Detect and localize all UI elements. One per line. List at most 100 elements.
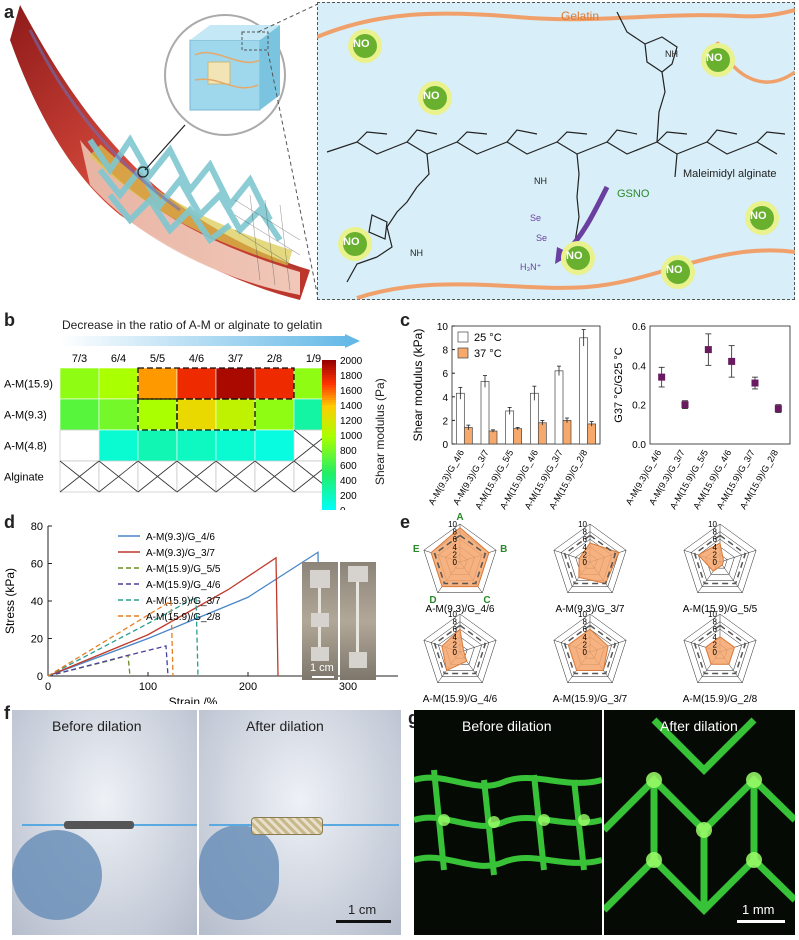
radar-grid [553, 613, 627, 683]
gsno-label: GSNO [617, 188, 650, 200]
colorbar-segment [322, 365, 336, 368]
colorbar-tick: 1000 [340, 431, 363, 442]
scale-label-f: 1 cm [348, 902, 377, 917]
after-dilation-label-g: After dilation [660, 718, 738, 734]
bar [587, 423, 597, 445]
radar-tick: 4 [583, 633, 588, 642]
colorbar-segment [322, 400, 336, 403]
series-line [47, 556, 279, 677]
colorbar-segment [322, 502, 336, 506]
stress-ylabel: Stress (kPa) [3, 568, 17, 634]
radar-tick: 10 [708, 520, 717, 529]
heatmap-cell [98, 367, 139, 400]
colorbar-segment [322, 465, 336, 468]
legend-label: A-M(9.3)/G_3/7 [146, 548, 215, 559]
radar-tick: 10 [448, 520, 457, 529]
series-line [47, 645, 169, 677]
colorbar-segment [322, 432, 336, 436]
colorbar-segment [322, 385, 336, 388]
heatmap-cell-cross [98, 460, 139, 493]
colorbar-segment [322, 367, 336, 371]
heatmap-highlight [137, 398, 178, 431]
bar-chart-ylabel: Shear modulus (kPa) [411, 329, 425, 442]
bar [579, 337, 589, 445]
radar-tick: 4 [713, 633, 718, 642]
fluorescence-before-dilation [414, 710, 602, 935]
heatmap-row-label: A-M(4.8) [4, 441, 47, 453]
colorbar-tick: 600 [340, 461, 357, 472]
heatmap-cell [254, 429, 295, 462]
colorbar-tick: 200 [340, 491, 357, 502]
no-bubble: NO [347, 28, 383, 69]
ratio-chart-ytick: 0.0 [632, 440, 646, 451]
colorbar-segment [322, 495, 336, 498]
colorbar-segment [322, 387, 336, 391]
radar-grid [423, 613, 497, 683]
scale-bar-f [336, 920, 391, 923]
colorbar-segment [322, 457, 336, 461]
stress-ytick: 60 [31, 559, 43, 571]
heatmap-cell [215, 429, 256, 462]
radar-tick: 0 [583, 648, 588, 657]
radar-area [430, 527, 490, 588]
bar-chart-ytick: 6 [442, 369, 448, 380]
zoom-connector-lines [258, 3, 319, 299]
ratio-point [704, 346, 712, 354]
colorbar-segment [322, 485, 336, 488]
panel-label-c: c [400, 310, 411, 330]
strain-xtick: 0 [45, 681, 51, 693]
radar-grid [683, 523, 757, 593]
colorbar-segment [322, 420, 336, 423]
before-dilation-label-f: Before dilation [52, 718, 142, 734]
nh-label-3: NH [410, 248, 423, 258]
radar-tick: 10 [708, 610, 717, 619]
colorbar-segment [322, 405, 336, 408]
radar-grid [423, 523, 497, 593]
legend-label: A-M(15.9)/G_3/7 [146, 596, 221, 607]
heatmap-cell [215, 398, 256, 431]
heatmap-row-label: A-M(9.3) [4, 410, 47, 422]
colorbar-tick: 1600 [340, 386, 363, 397]
strain-xlabel: Strain /% [169, 695, 218, 704]
decrease-arrow [60, 334, 360, 348]
colorbar-segment [322, 475, 336, 478]
heatmap-cell [215, 367, 256, 400]
legend-label: A-M(15.9)/G_2/8 [146, 612, 221, 623]
strain-xtick: 200 [239, 681, 257, 693]
photo-after-dilation-stent [199, 710, 401, 935]
heatmap: 7/3 6/4 5/5 4/6 3/7 2/8 1/9 A-M(15.9) A-M(9.3) A-… [4, 353, 363, 510]
radar-spoke [719, 561, 743, 593]
radar-spoke [719, 550, 757, 563]
radar-area [697, 542, 725, 572]
photo-before-dilation-stent [12, 710, 197, 935]
colorbar-tick: 2000 [340, 356, 363, 367]
heatmap-arrow-label: Decrease in the ratio of A-M or alginate… [62, 318, 323, 332]
after-dilation-label-f: After dilation [246, 718, 324, 734]
colorbar-segment [322, 397, 336, 401]
artery-illustration [10, 5, 310, 300]
colorbar-segment [322, 370, 336, 373]
colorbar-segment [322, 507, 336, 510]
maleimidyl-alginate-label: Maleimidyl alginate [683, 168, 777, 180]
colorbar-segment [322, 402, 336, 406]
colorbar-segment [322, 407, 336, 411]
colorbar-segment [322, 497, 336, 501]
tensile-photo-2 [340, 562, 376, 680]
radar-tick: 6 [583, 625, 588, 634]
bar [488, 430, 498, 445]
radar-reference [563, 624, 617, 675]
panel-label-f: f [4, 703, 10, 723]
colorbar-segment [322, 427, 336, 431]
ratio-chart-ytick: 0.6 [632, 322, 646, 333]
bar-chart-ytick: 8 [442, 346, 448, 357]
radar-reference [693, 624, 747, 675]
heatmap-cell [176, 398, 217, 431]
colorbar-segment [322, 395, 336, 398]
fluorescence-after-dilation [604, 710, 795, 935]
radar-tick: 2 [453, 550, 458, 559]
ratio-chart-ytick: 0.4 [632, 361, 646, 372]
radar-grid [438, 628, 482, 671]
radar-title: A-M(15.9)/G_2/8 [683, 694, 758, 705]
legend-swatch [457, 347, 469, 359]
radar-tick: 2 [453, 640, 458, 649]
